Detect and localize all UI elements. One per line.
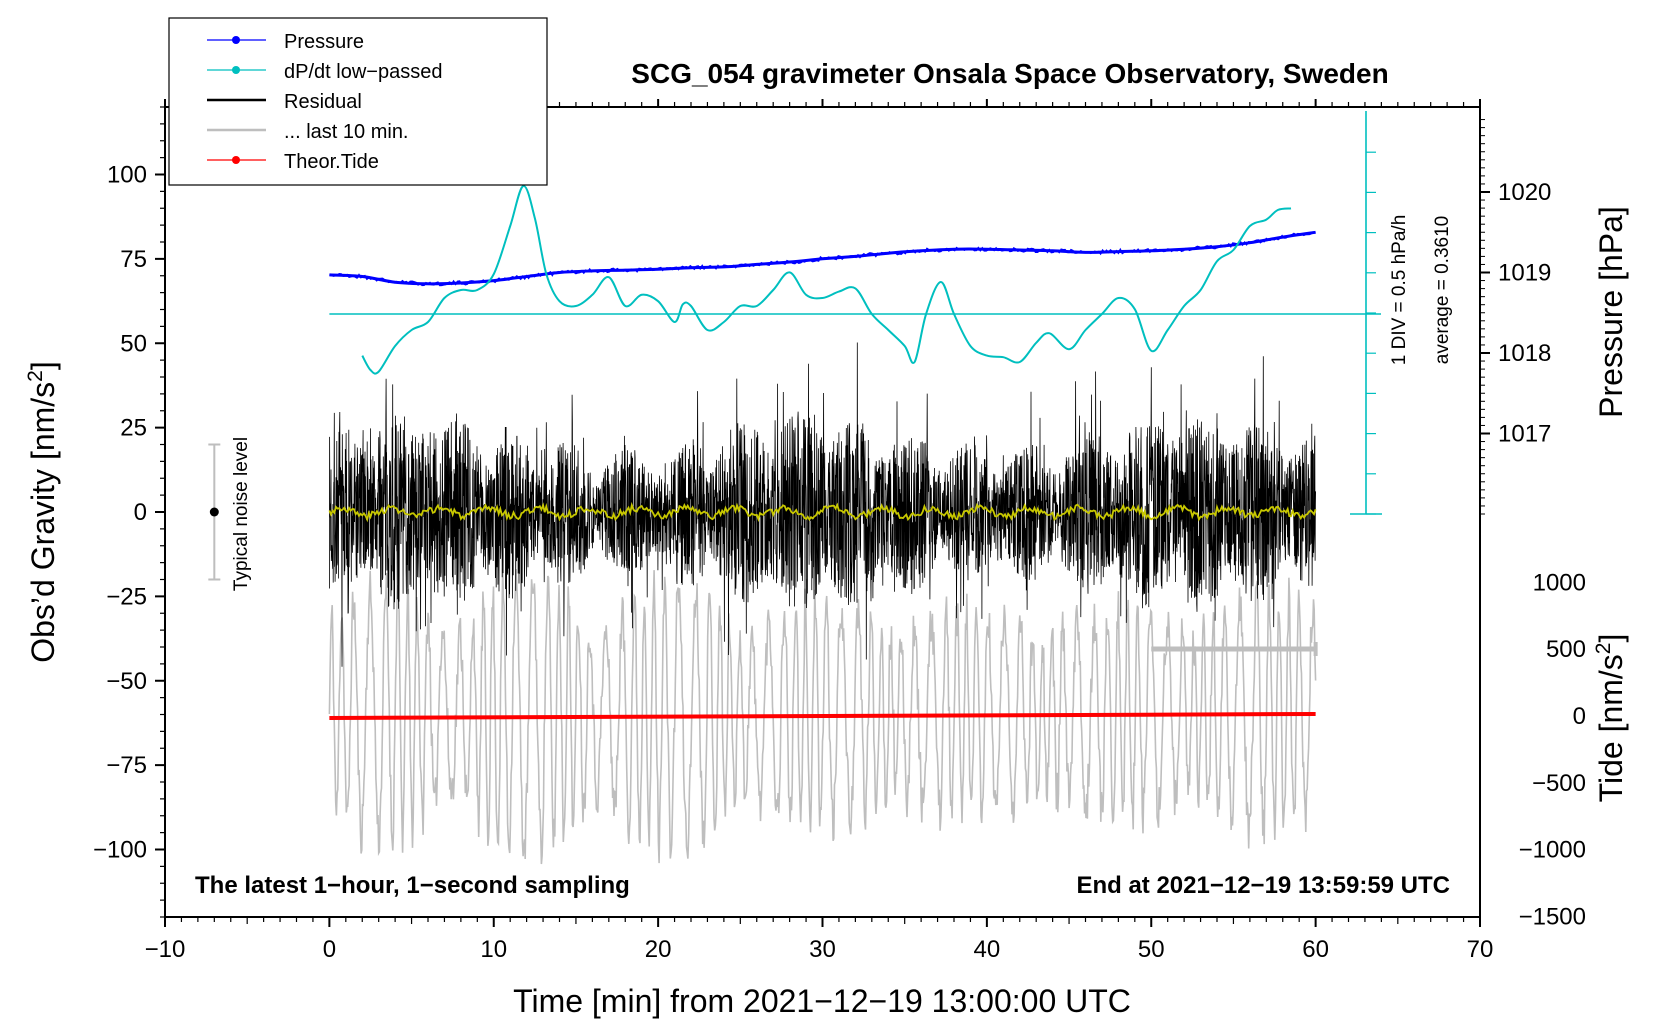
- series-last-10-min: [328, 568, 1318, 865]
- legend-mark-dot: [232, 66, 240, 74]
- y-left-label-main: Obs’d Gravity [nm/s: [25, 382, 61, 663]
- y-left-label-sup: 2: [24, 370, 47, 382]
- y-tide-tick-label: −1500: [1519, 904, 1586, 931]
- y-tide-tick-label: 0: [1573, 703, 1586, 730]
- legend-label-pressure: Pressure: [284, 31, 364, 53]
- x-tick-label: 50: [1138, 936, 1165, 963]
- series-residual-smoothed: [328, 501, 1317, 523]
- x-tick-label: 40: [974, 936, 1001, 963]
- noise-level-marker: [208, 443, 221, 581]
- y-axis-left-label: Obs’d Gravity [nm/s2]: [24, 361, 61, 663]
- y-left-label-end: ]: [25, 361, 61, 370]
- grey-last10-trace: [328, 568, 1317, 865]
- x-tick-label: −10: [145, 936, 186, 963]
- y-tide-label-end: ]: [1593, 634, 1629, 643]
- noise-level-label: Typical noise level: [231, 437, 252, 591]
- y-pressure-tick-label: 1020: [1498, 179, 1551, 206]
- legend-label-tide: Theor.Tide: [284, 151, 379, 173]
- y-tide-tick-label: −1000: [1519, 837, 1586, 864]
- y-left-tick-label: 75: [120, 246, 147, 273]
- y-axis-ticks: 100 75 50 25 0 −25 −50 −75 −100 1020 1019 1018 1017 1…: [93, 106, 1586, 931]
- y-left-tick-label: 25: [120, 415, 147, 442]
- x-tick-label: 70: [1467, 936, 1494, 963]
- series-dpdt: [329, 185, 1381, 375]
- residual-trace: [329, 342, 1316, 667]
- legend-mark-dot: [232, 156, 240, 164]
- y-pressure-tick-label: 1018: [1498, 340, 1551, 367]
- noise-center-dot: [209, 507, 219, 517]
- series-theoretical-tide: [329, 711, 1316, 721]
- x-axis-ticks: −10 0 10 20 30 40 50 60 70: [145, 99, 1494, 963]
- scale-div-label: 1 DIV = 0.5 hPa/h: [1389, 215, 1410, 366]
- y-tide-tick-label: 1000: [1533, 569, 1586, 596]
- legend-box: [168, 17, 548, 186]
- y-left-tick-label: −75: [106, 752, 147, 779]
- series-pressure: [329, 230, 1316, 287]
- y-left-tick-label: −50: [106, 668, 147, 695]
- residual-smoothed-trace: [328, 501, 1317, 523]
- y-tide-label-sup: 2: [1592, 643, 1615, 655]
- tide-line: [329, 711, 1316, 721]
- chart-title: SCG_054 gravimeter Onsala Space Observat…: [631, 58, 1388, 89]
- y-axis-pressure-label: Pressure [hPa]: [1593, 206, 1629, 418]
- y-left-tick-label: −100: [93, 837, 147, 864]
- x-tick-label: 0: [323, 936, 336, 963]
- y-left-tick-label: 100: [107, 162, 147, 189]
- pressure-jitter: [329, 231, 1316, 287]
- dpdt-line: [361, 185, 1292, 375]
- x-tick-label: 60: [1302, 936, 1329, 963]
- legend-label-residual: Residual: [284, 91, 362, 113]
- y-pressure-tick-label: 1019: [1498, 260, 1551, 287]
- y-left-tick-label: 50: [120, 330, 147, 357]
- note-end-time: End at 2021−12−19 13:59:59 UTC: [1076, 872, 1450, 899]
- y-pressure-tick-label: 1017: [1498, 421, 1551, 448]
- scale-average-label: average = 0.3610: [1432, 216, 1453, 364]
- y-tide-label-main: Tide [nm/s: [1593, 654, 1629, 802]
- series-residual: [329, 342, 1316, 667]
- x-tick-label: 10: [480, 936, 507, 963]
- y-left-tick-label: −25: [106, 583, 147, 610]
- legend-label-last10: ... last 10 min.: [284, 121, 409, 143]
- x-tick-label: 30: [809, 936, 836, 963]
- x-axis-label: Time [min] from 2021−12−19 13:00:00 UTC: [513, 983, 1131, 1019]
- y-left-tick-label: 0: [134, 499, 147, 526]
- y-tide-tick-label: −500: [1532, 770, 1586, 797]
- legend: Pressure dP/dt low−passed Residual ... l…: [168, 17, 548, 186]
- legend-marks: [207, 36, 266, 164]
- legend-mark-dot: [232, 36, 240, 44]
- legend-label-dpdt: dP/dt low−passed: [284, 61, 442, 83]
- y-axis-tide-label: Tide [nm/s2]: [1592, 634, 1629, 803]
- x-tick-label: 20: [645, 936, 672, 963]
- pressure-scale-bar: [1350, 111, 1382, 515]
- y-tide-tick-label: 500: [1546, 636, 1586, 663]
- note-latest-hour: The latest 1−hour, 1−second sampling: [195, 872, 630, 899]
